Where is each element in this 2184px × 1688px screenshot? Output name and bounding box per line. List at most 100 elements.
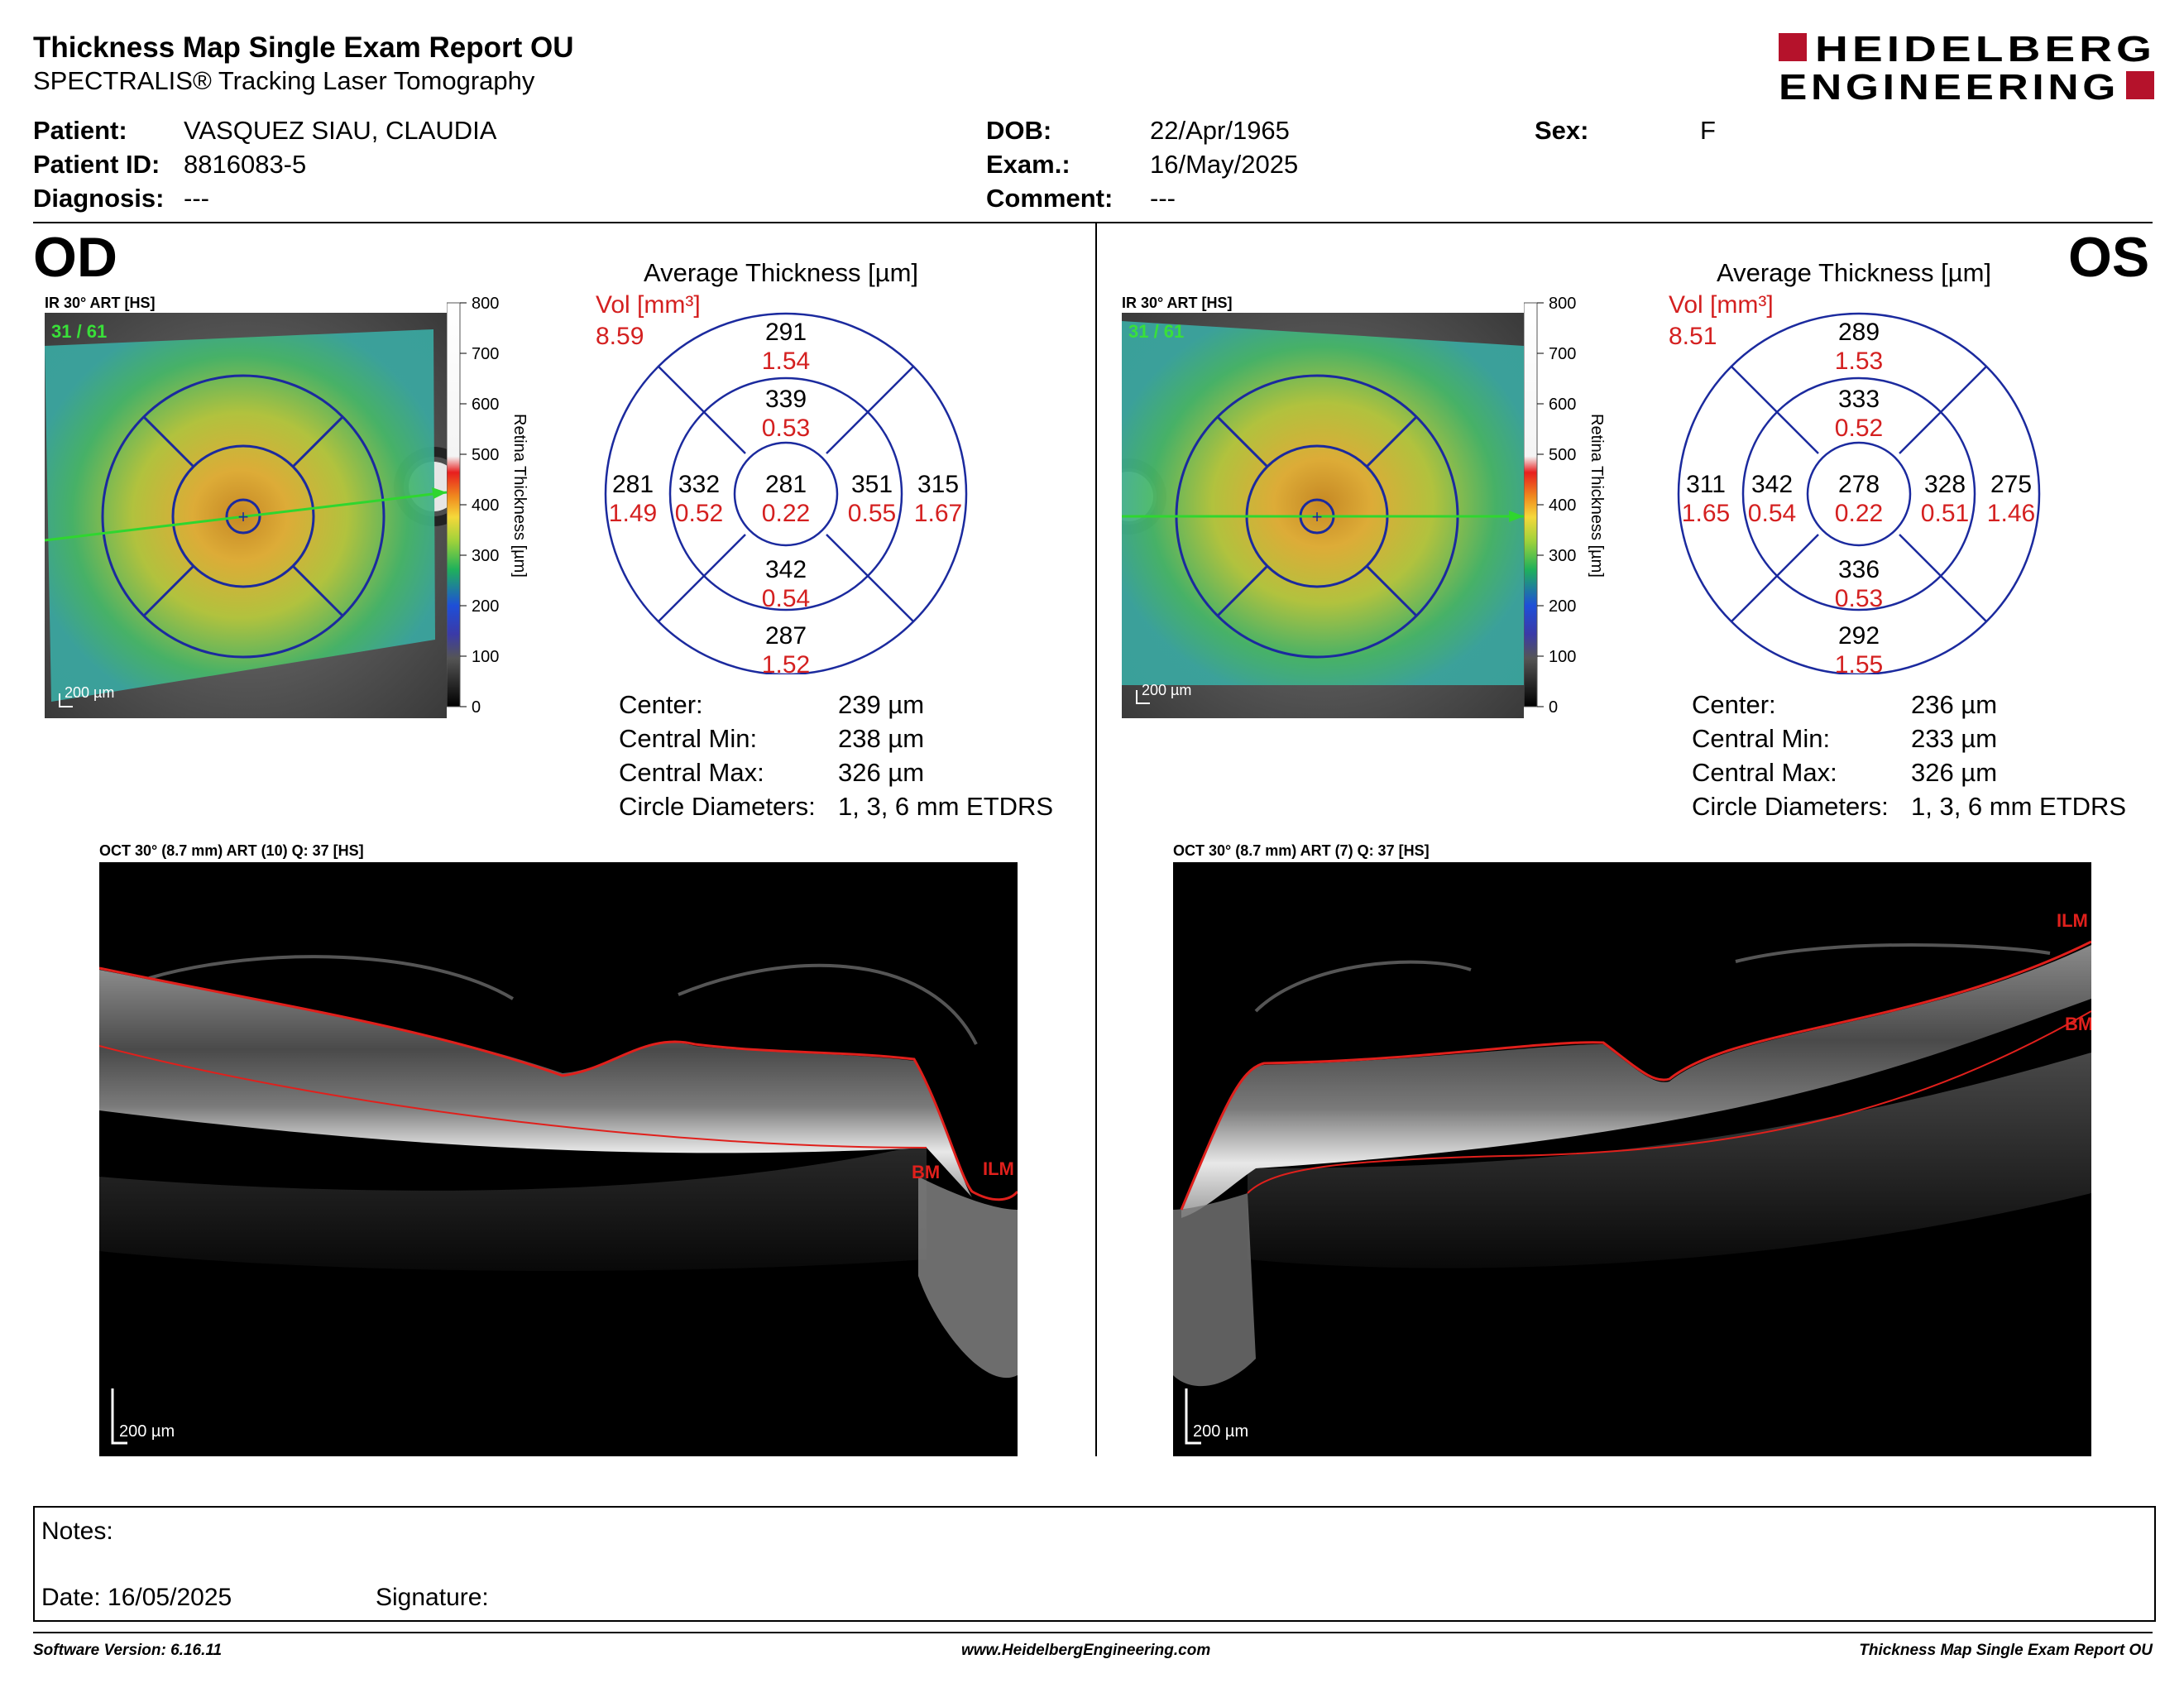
os-colorbar-bar xyxy=(1524,302,1538,707)
od-oct-scan: BM ILM 200 µm xyxy=(99,862,1018,1456)
od-oct-onh xyxy=(918,1177,1018,1379)
sex-label: Sex: xyxy=(1535,116,1589,145)
patient-label: Patient: xyxy=(33,116,127,145)
od-cb-tick-200: 200 xyxy=(472,597,499,616)
od-colorbar-ticks: 800 700 600 500 400 300 200 100 0 xyxy=(460,295,499,717)
os-inner-temp-volume: 0.54 xyxy=(1748,500,1796,527)
od-etdrs-chart: 291 1.54 339 0.53 281 1.49 332 0.52 281 … xyxy=(604,312,968,674)
od-oct-retina xyxy=(99,970,972,1197)
od-cb-tick-500: 500 xyxy=(472,446,499,464)
os-oct-vitreous xyxy=(1254,943,2051,1013)
od-diam-label: Circle Diameters: xyxy=(619,792,816,821)
dob-value: 22/Apr/1965 xyxy=(1150,116,1290,145)
os-colorbar: 800 700 600 500 400 300 200 100 0 Retina… xyxy=(1524,295,1606,717)
od-center-ring xyxy=(733,441,839,547)
od-cmax-label: Central Max: xyxy=(619,758,764,787)
od-scan-arrow xyxy=(432,487,447,499)
os-outer-temp-volume: 1.65 xyxy=(1682,500,1730,527)
os-scan-arrow xyxy=(1509,511,1524,522)
patient-value: VASQUEZ SIAU, CLAUDIA xyxy=(184,116,497,145)
report-title: Thickness Map Single Exam Report OU xyxy=(33,31,574,64)
center-divider xyxy=(1095,223,1097,1456)
od-cb-tick-300: 300 xyxy=(472,547,499,565)
header-divider xyxy=(33,222,2153,223)
od-oct-label: OCT 30° (8.7 mm) ART (10) Q: 37 [HS] xyxy=(99,842,364,859)
os-inner-inf-volume: 0.53 xyxy=(1835,585,1883,612)
os-diam-value: 1, 3, 6 mm ETDRS xyxy=(1911,792,2127,821)
notes-box[interactable]: Notes: Date: 16/05/2025 Signature: xyxy=(33,1506,2156,1622)
os-vol-label: Vol [mm³] xyxy=(1669,291,1774,319)
os-diam-label: Circle Diameters: xyxy=(1692,792,1889,821)
notes-label: Notes: xyxy=(41,1518,113,1545)
os-eye-label: OS xyxy=(2068,226,2150,289)
os-cb-tick-100: 100 xyxy=(1549,648,1576,666)
od-oct-vitreous xyxy=(148,955,978,1045)
od-inner-sup-volume: 0.53 xyxy=(762,415,810,442)
od-diam-value: 1, 3, 6 mm ETDRS xyxy=(838,792,1054,821)
os-inner-nas-volume: 0.51 xyxy=(1921,500,1969,527)
od-colorbar: 800 700 600 500 400 300 200 100 0 Retina… xyxy=(447,295,529,717)
od-cmin-label: Central Min: xyxy=(619,724,758,753)
os-fundus-scalebar xyxy=(1136,690,1150,704)
os-outer-nas-volume: 1.46 xyxy=(1987,500,2035,527)
os-cmin-label: Central Min: xyxy=(1692,724,1831,753)
patient-id-label: Patient ID: xyxy=(33,150,160,179)
os-cb-tick-400: 400 xyxy=(1549,496,1576,515)
od-outer-sup-volume: 1.54 xyxy=(762,348,810,375)
os-colorbar-ticks: 800 700 600 500 400 300 200 100 0 xyxy=(1537,295,1576,717)
os-inner-nas-thickness: 328 xyxy=(1924,471,1966,498)
notes-date: Date: 16/05/2025 xyxy=(41,1584,232,1611)
logo-square-top xyxy=(1779,33,1807,61)
od-fundus-label: IR 30° ART [HS] xyxy=(45,295,156,311)
footer-divider xyxy=(33,1632,2153,1633)
od-avg-title: Average Thickness [µm] xyxy=(644,258,919,287)
od-outer-temp-thickness: 281 xyxy=(612,471,654,498)
os-oct-scale: 200 µm xyxy=(1193,1422,1248,1441)
od-inner-temp-thickness: 332 xyxy=(678,471,720,498)
heidelberg-logo: HEIDELBERG ENGINEERING xyxy=(1779,30,2156,104)
od-cb-tick-0: 0 xyxy=(472,698,481,717)
os-cb-tick-0: 0 xyxy=(1549,698,1558,717)
od-outer-inf-volume: 1.52 xyxy=(762,651,810,674)
od-ilm-label: ILM xyxy=(983,1158,1014,1179)
os-avg-title: Average Thickness [µm] xyxy=(1717,258,1992,287)
od-cmax-value: 326 µm xyxy=(838,758,925,787)
logo-line2: ENGINEERING xyxy=(1779,67,2119,104)
od-thickness-map: + 31 / 61 200 µm xyxy=(45,313,447,718)
od-cb-tick-700: 700 xyxy=(472,345,499,363)
od-outer-nas-volume: 1.67 xyxy=(914,500,962,527)
od-outer-nas-thickness: 315 xyxy=(917,471,959,498)
od-ilm-line xyxy=(99,966,1018,1201)
os-cb-tick-600: 600 xyxy=(1549,396,1576,414)
os-inner-inf-thickness: 336 xyxy=(1838,556,1880,583)
od-outer-sup-thickness: 291 xyxy=(765,319,807,346)
od-inner-nas-volume: 0.55 xyxy=(848,500,896,527)
os-vol-total: 8.51 xyxy=(1669,323,1717,350)
os-oct-choroid xyxy=(1248,1053,2091,1268)
footer-website[interactable]: www.HeidelbergEngineering.com xyxy=(961,1642,1211,1659)
od-bm-line xyxy=(99,1045,927,1149)
od-fovea-cross: + xyxy=(238,506,249,527)
exam-value: 16/May/2025 xyxy=(1150,150,1299,179)
od-cb-tick-400: 400 xyxy=(472,496,499,515)
os-center-ring xyxy=(1806,441,1912,547)
os-fundus-scale: 200 µm xyxy=(1142,682,1191,698)
os-oct-scan: ILM BM 200 µm xyxy=(1173,862,2091,1456)
od-oct-scalebar xyxy=(111,1388,127,1445)
os-etdrs-chart: 289 1.53 333 0.52 311 1.65 342 0.54 278 … xyxy=(1677,312,2041,674)
od-cb-tick-800: 800 xyxy=(472,295,499,313)
comment-value: --- xyxy=(1150,184,1176,213)
logo-line1: HEIDELBERG xyxy=(1815,30,2156,70)
od-center-volume: 0.22 xyxy=(762,500,810,527)
os-center-label: Center: xyxy=(1692,690,1776,719)
od-oct-scale: 200 µm xyxy=(119,1422,175,1441)
od-cb-tick-600: 600 xyxy=(472,396,499,414)
dob-label: DOB: xyxy=(986,116,1052,145)
od-outer-temp-volume: 1.49 xyxy=(609,500,657,527)
os-bm-label: BM xyxy=(2065,1014,2091,1034)
od-inner-inf-volume: 0.54 xyxy=(762,585,810,612)
os-oct-label: OCT 30° (8.7 mm) ART (7) Q: 37 [HS] xyxy=(1173,842,1430,859)
os-bm-line xyxy=(1247,1010,2091,1194)
os-oct-onh xyxy=(1173,1193,1256,1387)
os-cb-tick-500: 500 xyxy=(1549,446,1576,464)
